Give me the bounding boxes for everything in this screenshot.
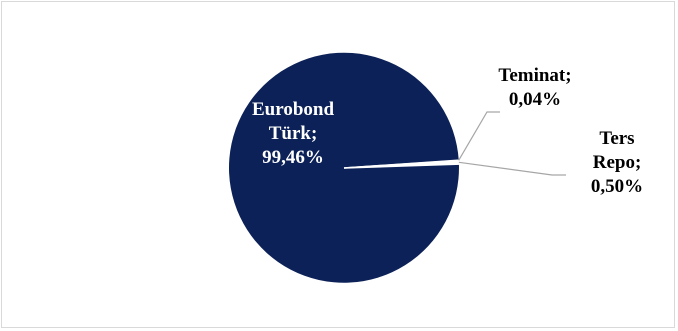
data-label-teminat: Teminat; 0,04% — [498, 65, 572, 110]
data-label-ters-repo: Ters Repo; 0,50% — [590, 128, 644, 197]
leader-line-teminat — [458, 111, 500, 161]
leader-line-ters-repo — [458, 161, 566, 176]
pie-slice-ters-repo — [343, 159, 460, 169]
data-label-eurobond-turk: Eurobond Türk; 99,46% — [251, 99, 335, 168]
